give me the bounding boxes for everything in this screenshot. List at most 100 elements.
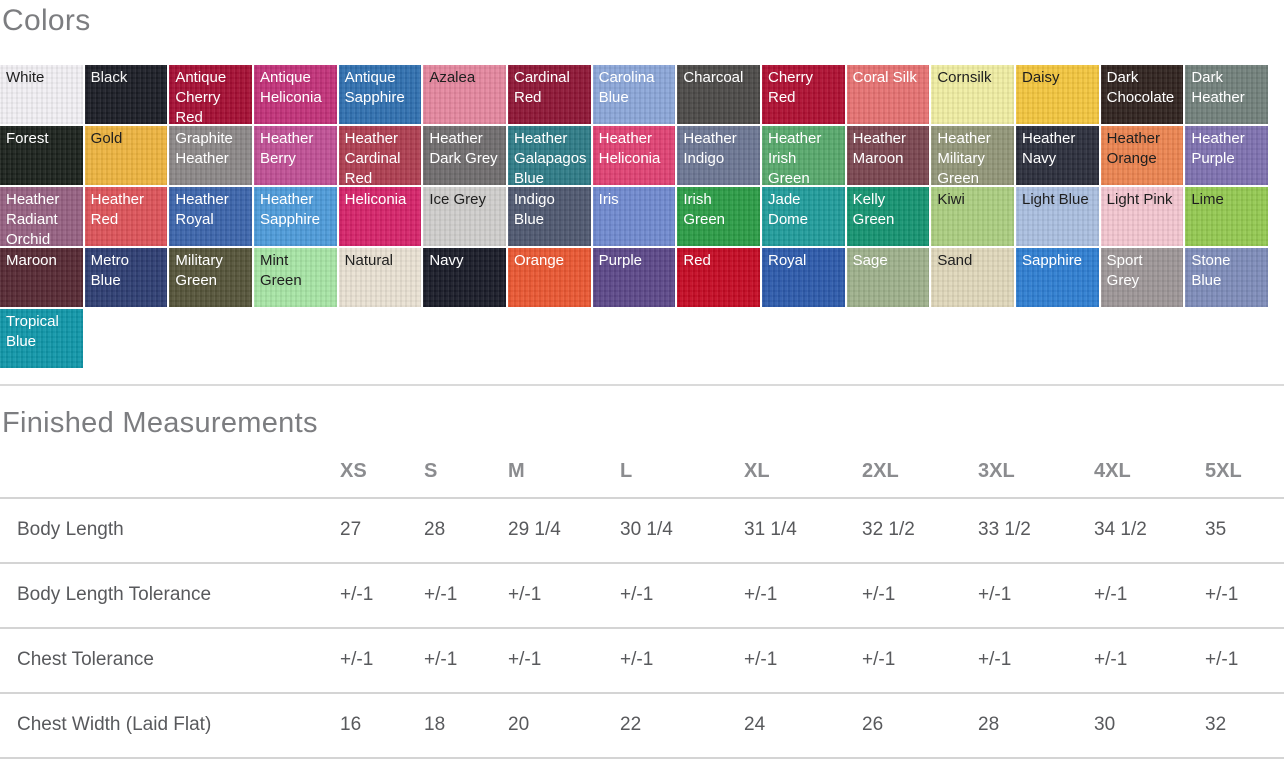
- measurement-value: 32: [1205, 693, 1284, 759]
- color-swatch: Cornsilk: [931, 65, 1014, 124]
- size-header-spacer: [0, 450, 340, 499]
- color-swatch-label: Heather Berry: [259, 130, 314, 167]
- color-swatch: Kelly Green: [847, 187, 930, 246]
- color-swatch: Irish Green: [677, 187, 760, 246]
- measurement-value: +/-1: [744, 628, 862, 694]
- color-swatch: Heather Royal: [169, 187, 252, 246]
- color-swatch-label: Antique Cherry Red: [175, 69, 227, 124]
- color-swatch-label: Black: [90, 69, 128, 86]
- color-swatch-label: Heather Radiant Orchid: [6, 191, 60, 246]
- color-swatch: Heliconia: [339, 187, 422, 246]
- measurement-value: 30: [1094, 693, 1205, 759]
- color-swatch-label: Kiwi: [937, 191, 965, 208]
- color-swatch-label: Heather Orange: [1106, 130, 1161, 167]
- color-swatch-label: Heather Galapagos Blue: [513, 130, 587, 185]
- color-swatch-label: Indigo Blue: [513, 191, 555, 228]
- measurement-value: 34 1/2: [1094, 498, 1205, 564]
- color-swatch: Heather Dark Grey: [423, 126, 506, 185]
- color-swatch-label: Military Green: [175, 252, 223, 289]
- color-swatch: Navy: [423, 248, 506, 307]
- color-swatch: Coral Silk: [847, 65, 930, 124]
- color-swatch: Heather Red: [85, 187, 168, 246]
- color-swatch-label: Kelly Green: [852, 191, 895, 228]
- color-swatch: Heather Radiant Orchid: [0, 187, 83, 246]
- size-header: M: [508, 450, 620, 499]
- measurements-table: XS S M L XL 2XL 3XL 4XL 5XL Body Length 27 28 29 1/…: [0, 450, 1284, 759]
- color-swatch: Dark Heather: [1185, 65, 1268, 124]
- color-swatch: Heather Sapphire: [254, 187, 337, 246]
- color-swatch: Graphite Heather: [169, 126, 252, 185]
- color-swatch-label: Heather Maroon: [852, 130, 907, 167]
- color-swatch: Iris: [593, 187, 676, 246]
- color-swatch: Antique Sapphire: [339, 65, 422, 124]
- color-swatch: Cherry Red: [762, 65, 845, 124]
- color-swatch-label: Heather Purple: [1191, 130, 1245, 167]
- color-swatch-label: Heather Navy: [1021, 130, 1076, 167]
- color-swatch: Purple: [593, 248, 676, 307]
- color-swatch: Mint Green: [254, 248, 337, 307]
- color-swatch-label: Coral Silk: [852, 69, 917, 86]
- color-swatch-label: Iris: [598, 191, 619, 208]
- color-swatch: Military Green: [169, 248, 252, 307]
- color-swatch-label: Sand: [937, 252, 973, 269]
- color-swatch: Heather Military Green: [931, 126, 1014, 185]
- color-swatch: Metro Blue: [85, 248, 168, 307]
- color-swatch: Tropical Blue: [0, 309, 83, 368]
- measurement-value: +/-1: [978, 563, 1094, 629]
- color-swatch: Sport Grey: [1101, 248, 1184, 307]
- color-swatch: Heather Orange: [1101, 126, 1184, 185]
- color-swatch-label: Mint Green: [259, 252, 302, 289]
- measurement-value: +/-1: [424, 628, 508, 694]
- color-swatch: Natural: [339, 248, 422, 307]
- color-swatch-label: Red: [683, 252, 711, 269]
- color-swatch-label: Orange: [513, 252, 565, 269]
- color-swatch: Heather Cardinal Red: [339, 126, 422, 185]
- color-swatch: Maroon: [0, 248, 83, 307]
- color-swatch: Red: [677, 248, 760, 307]
- color-swatch-label: Heather Indigo: [683, 130, 737, 167]
- measurement-value: +/-1: [744, 563, 862, 629]
- color-swatch-label: Metro Blue: [90, 252, 129, 289]
- color-swatch: Gold: [85, 126, 168, 185]
- measurement-value: 32 1/2: [862, 498, 978, 564]
- measurement-row: Body Length Tolerance +/-1 +/-1 +/-1 +/-1 +/-…: [0, 563, 1284, 629]
- measurements-section: Finished Measurements XS S M L XL 2XL 3XL 4XL 5X…: [0, 407, 1284, 759]
- measurement-row: Body Length 27 28 29 1/4 30 1/4 31 1/4 32 1/2 3…: [0, 498, 1284, 564]
- color-swatch: Heather Galapagos Blue: [508, 126, 591, 185]
- color-swatch-label: Antique Heliconia: [259, 69, 322, 106]
- color-swatch-label: Cardinal Red: [513, 69, 570, 106]
- color-swatch-label: Navy: [429, 252, 464, 269]
- measurement-row: Chest Width (Laid Flat) 16 18 20 22 24 26 28 30 3…: [0, 693, 1284, 759]
- measurement-value: +/-1: [620, 628, 744, 694]
- color-swatch-label: Sport Grey: [1106, 252, 1143, 289]
- color-swatch-label: Dark Heather: [1191, 69, 1245, 106]
- measurement-value: 27: [340, 498, 424, 564]
- color-swatch: Royal: [762, 248, 845, 307]
- color-swatch-label: Graphite Heather: [175, 130, 233, 167]
- color-swatch-label: Gold: [90, 130, 123, 147]
- color-swatch: Daisy: [1016, 65, 1099, 124]
- color-swatch-label: Maroon: [6, 252, 57, 269]
- color-swatch-label: Heliconia: [344, 191, 407, 208]
- measurement-value: +/-1: [620, 563, 744, 629]
- size-header-row: XS S M L XL 2XL 3XL 4XL 5XL: [0, 450, 1284, 499]
- measurement-value: 20: [508, 693, 620, 759]
- color-swatch: Kiwi: [931, 187, 1014, 246]
- measurement-value: +/-1: [862, 563, 978, 629]
- color-swatch-label: Sapphire: [1021, 252, 1083, 269]
- measurement-value: +/-1: [1205, 628, 1284, 694]
- color-swatch: Forest: [0, 126, 83, 185]
- color-swatch-label: Heather Sapphire: [259, 191, 321, 228]
- color-swatch: Heather Maroon: [847, 126, 930, 185]
- color-swatch: Cardinal Red: [508, 65, 591, 124]
- color-swatch-label: Jade Dome: [767, 191, 808, 228]
- color-swatch-label: Heather Cardinal Red: [344, 130, 401, 185]
- size-header-row: XS S M L XL 2XL 3XL 4XL 5XL: [0, 450, 1284, 499]
- color-swatch-label: Heather Red: [90, 191, 145, 228]
- color-swatch-label: Heather Military Green: [937, 130, 991, 185]
- color-swatch-label: Light Blue: [1021, 191, 1089, 208]
- color-swatch: Jade Dome: [762, 187, 845, 246]
- color-swatch: Antique Heliconia: [254, 65, 337, 124]
- measurement-value: +/-1: [1094, 628, 1205, 694]
- measurement-value: +/-1: [508, 563, 620, 629]
